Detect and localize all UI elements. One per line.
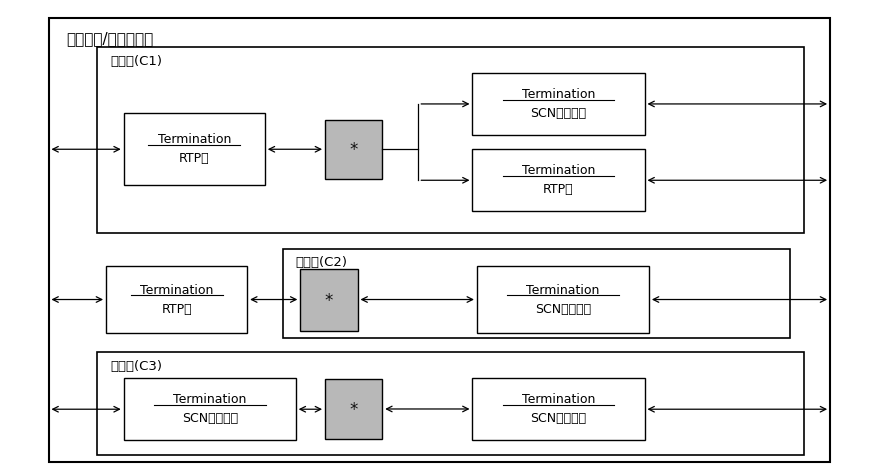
Text: 媒体网关/媒体服务器: 媒体网关/媒体服务器 [66, 30, 154, 46]
Text: Termination: Termination [526, 283, 600, 296]
Bar [300, 269, 358, 331]
Bar [472, 150, 645, 212]
Text: Termination: Termination [522, 164, 595, 177]
Text: SCN承载信道: SCN承载信道 [182, 411, 238, 425]
Bar [325, 120, 382, 180]
Text: Termination: Termination [140, 283, 214, 296]
Bar [283, 250, 790, 338]
Bar [472, 74, 645, 136]
Text: 上下文(C3): 上下文(C3) [110, 359, 162, 372]
Text: 上下文(C2): 上下文(C2) [296, 255, 348, 268]
Text: Termination: Termination [522, 392, 595, 406]
Bar [124, 114, 265, 186]
Bar [472, 378, 645, 440]
Text: Termination: Termination [157, 133, 231, 146]
Bar [97, 352, 804, 455]
Bar [97, 48, 804, 233]
Bar [325, 379, 382, 439]
Text: RTP流: RTP流 [179, 152, 209, 165]
Text: *: * [350, 141, 358, 159]
Text: RTP流: RTP流 [543, 183, 574, 196]
Text: SCN承载信道: SCN承载信道 [531, 411, 586, 425]
Text: RTP流: RTP流 [162, 302, 192, 315]
Text: *: * [325, 291, 333, 309]
Text: 上下文(C1): 上下文(C1) [110, 54, 162, 68]
Text: Termination: Termination [173, 392, 246, 406]
Text: SCN承载信道: SCN承载信道 [531, 107, 586, 120]
Text: *: * [350, 400, 358, 418]
Text: Termination: Termination [522, 88, 595, 101]
Bar [477, 267, 649, 333]
Text: SCN承载信道: SCN承载信道 [535, 302, 591, 315]
Bar [49, 19, 830, 462]
Bar [106, 267, 247, 333]
Bar [124, 378, 296, 440]
